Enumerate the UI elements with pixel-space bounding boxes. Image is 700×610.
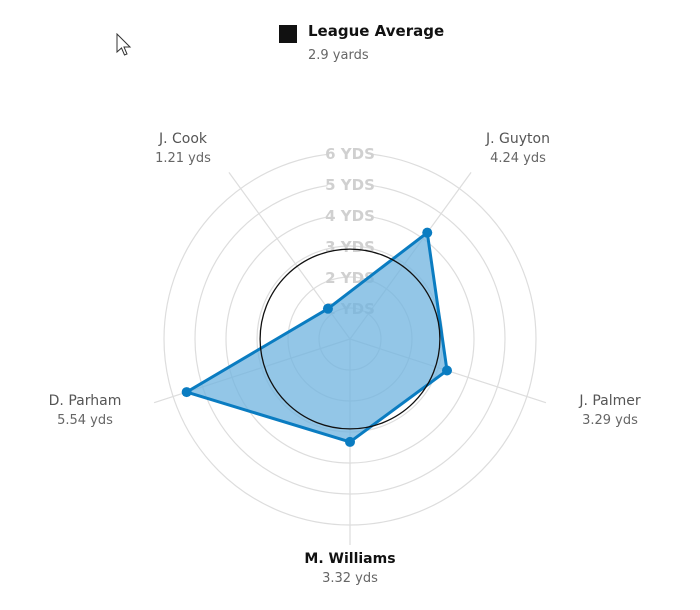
data-point xyxy=(345,436,355,447)
axis-label: J. Cook 1.21 yds xyxy=(123,130,243,168)
axis-label-value: 5.54 yds xyxy=(57,413,113,428)
mouse-pointer-icon xyxy=(116,33,132,56)
axis-label-value: 4.24 yds xyxy=(490,151,546,166)
data-point xyxy=(441,365,452,376)
ring-label-bg xyxy=(327,145,373,161)
axis-label-name: J. Guyton xyxy=(486,131,550,147)
axis-label-name: J. Cook xyxy=(158,131,208,147)
legend-value: 2.9 yards xyxy=(308,48,369,63)
data-point xyxy=(181,387,192,398)
ring-label-bg xyxy=(327,176,373,192)
axis-label: J. Guyton 4.24 yds xyxy=(458,130,578,168)
axis-label-name: D. Parham xyxy=(48,393,122,409)
ring-label-bg xyxy=(327,207,373,223)
axis-label-name: J. Palmer xyxy=(579,393,641,409)
axis-label: J. Palmer 3.29 yds xyxy=(550,392,670,430)
data-point xyxy=(422,227,433,238)
axis-label-value: 1.21 yds xyxy=(155,151,211,166)
data-point xyxy=(322,303,333,314)
ring-label: 5 YDS xyxy=(325,176,375,194)
ring-label: 3 YDS xyxy=(325,238,375,256)
axis-label: D. Parham 5.54 yds xyxy=(25,392,145,430)
axis-label-name: M. Williams xyxy=(304,551,396,567)
ring-label: 6 YDS xyxy=(325,145,375,163)
league-average-circle xyxy=(259,248,441,430)
axis-label-value: 3.32 yds xyxy=(322,571,378,586)
axis-label-value: 3.29 yds xyxy=(582,413,638,428)
ring-label: 4 YDS xyxy=(325,207,375,225)
series-area xyxy=(185,231,449,444)
axis-label: M. Williams 3.32 yds xyxy=(290,550,410,588)
legend-title: League Average xyxy=(308,22,445,40)
legend-swatch xyxy=(279,25,297,43)
